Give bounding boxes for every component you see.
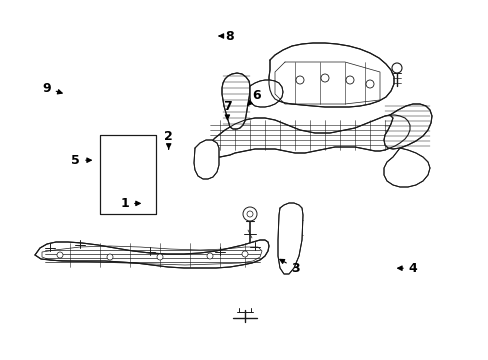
Text: 6: 6 (247, 89, 261, 105)
Polygon shape (100, 135, 156, 214)
Circle shape (243, 207, 257, 221)
Polygon shape (383, 104, 431, 149)
Polygon shape (249, 80, 283, 107)
Polygon shape (204, 115, 409, 157)
Polygon shape (268, 43, 393, 107)
Text: 2: 2 (164, 130, 173, 149)
Circle shape (57, 252, 63, 258)
Circle shape (246, 211, 252, 217)
Circle shape (295, 76, 304, 84)
Polygon shape (278, 203, 303, 274)
Circle shape (242, 251, 247, 257)
Polygon shape (35, 240, 268, 268)
Circle shape (391, 63, 401, 73)
Circle shape (206, 253, 213, 259)
Polygon shape (222, 73, 249, 129)
Circle shape (157, 254, 163, 260)
Text: 3: 3 (279, 259, 300, 275)
Circle shape (107, 254, 113, 260)
Polygon shape (383, 148, 429, 187)
Text: 8: 8 (219, 30, 234, 42)
Circle shape (365, 80, 373, 88)
Text: 5: 5 (71, 154, 91, 167)
Circle shape (320, 74, 328, 82)
Polygon shape (194, 140, 219, 179)
Text: 7: 7 (223, 100, 231, 120)
Circle shape (346, 76, 353, 84)
Text: 4: 4 (397, 262, 417, 275)
Text: 1: 1 (120, 197, 140, 210)
Text: 9: 9 (42, 82, 62, 95)
